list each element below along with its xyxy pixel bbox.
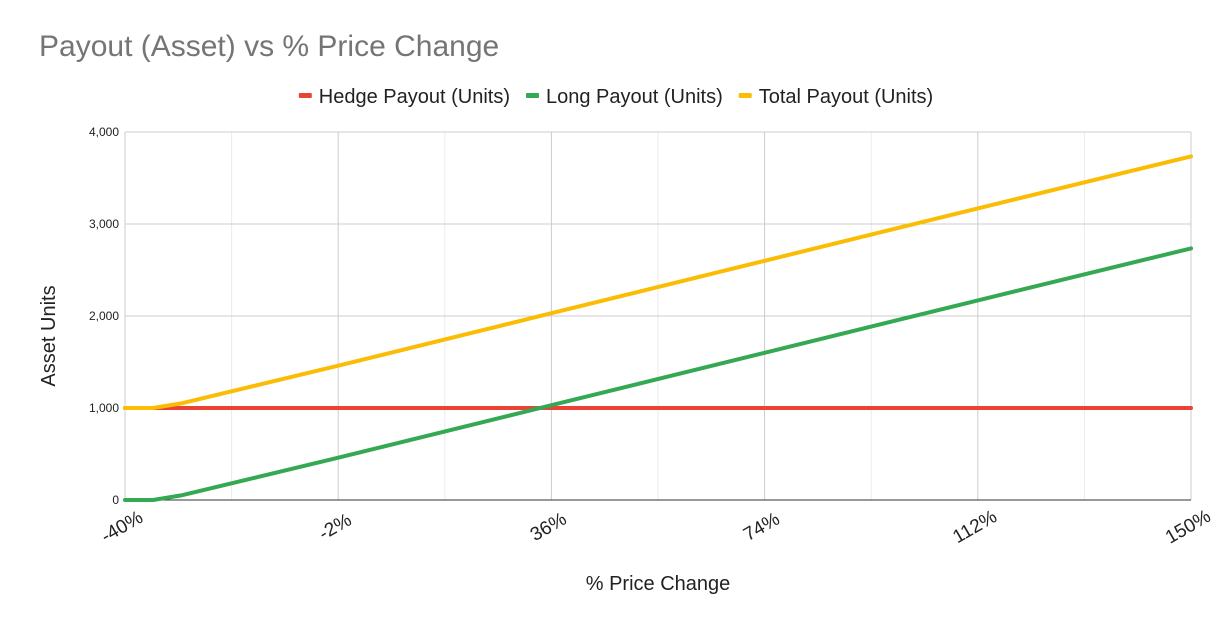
x-tick-label: 150% (1162, 506, 1215, 549)
x-axis-ticks: -40% -2% 36% 74% 112% 150% (98, 506, 1215, 549)
x-tick-label: 112% (949, 506, 1000, 548)
legend-item: Long Payout (Units) (526, 86, 723, 108)
y-tick-label: 0 (112, 493, 119, 507)
legend-item: Hedge Payout (Units) (298, 86, 510, 108)
x-axis-title: % Price Change (586, 573, 731, 595)
x-tick-label: -40% (98, 507, 147, 547)
y-tick-label: 3,000 (89, 217, 119, 231)
chart-title: Payout (Asset) vs % Price Change (39, 30, 500, 63)
legend-swatch (298, 93, 312, 98)
series-line-long-payout-units (123, 246, 1193, 502)
legend-label: Hedge Payout (Units) (319, 86, 510, 108)
x-tick-label: -2% (316, 510, 356, 545)
series-line-total-payout-units (123, 154, 1193, 410)
gridlines (124, 131, 1192, 501)
y-tick-label: 1,000 (89, 401, 119, 415)
legend-label: Long Payout (Units) (546, 86, 723, 108)
y-tick-label: 4,000 (89, 125, 119, 139)
y-axis-title: Asset Units (38, 285, 60, 386)
legend-label: Total Payout (Units) (759, 86, 934, 108)
y-tick-label: 2,000 (89, 309, 119, 323)
x-tick-label: 74% (740, 509, 784, 546)
x-tick-label: 36% (527, 509, 571, 546)
y-axis-ticks: 0 1,000 2,000 3,000 4,000 (89, 125, 119, 507)
series-lines (123, 154, 1193, 502)
legend-swatch (738, 93, 752, 98)
legend-swatch (526, 93, 539, 98)
legend: Hedge Payout (Units) Long Payout (Units) T… (298, 86, 934, 108)
legend-item: Total Payout (Units) (738, 86, 934, 108)
